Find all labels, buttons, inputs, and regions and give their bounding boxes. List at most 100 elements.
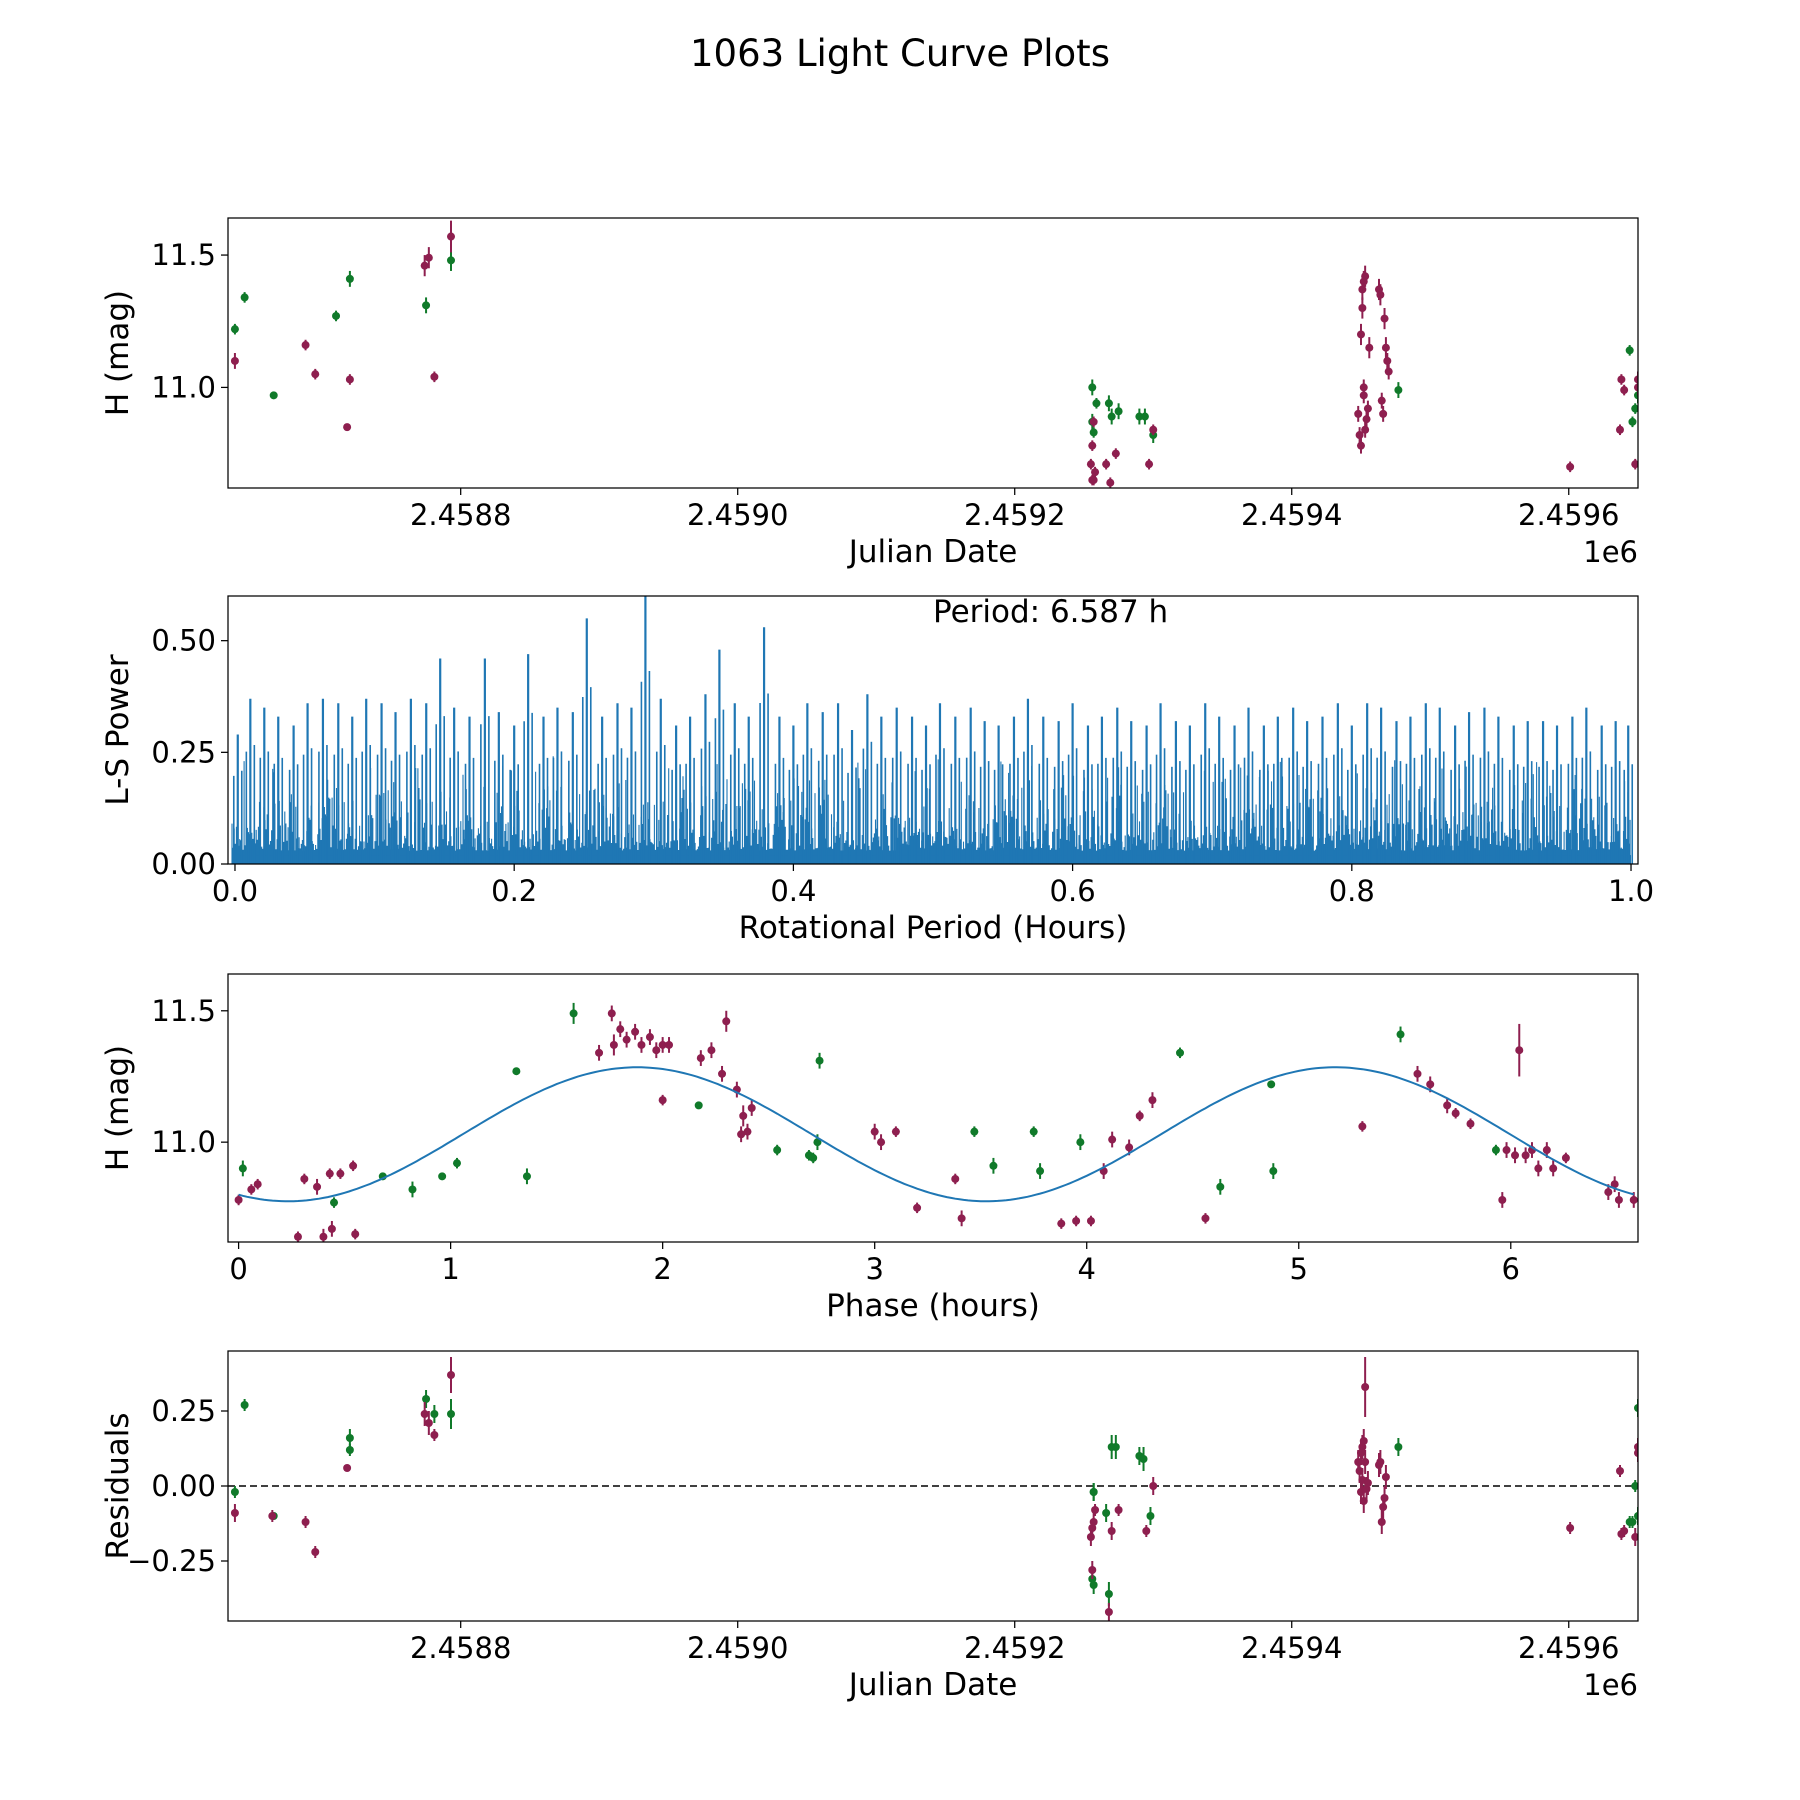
- phased-point-maroon: [349, 1161, 358, 1170]
- residuals-point-green: [345, 1434, 354, 1442]
- lightcurve-point-green: [230, 325, 239, 334]
- phased-point-maroon: [1135, 1111, 1144, 1120]
- residuals-point-green: [230, 1488, 239, 1496]
- residuals-point-maroon: [1631, 1533, 1638, 1541]
- residuals-xtick-label: 2.4594: [1241, 1631, 1342, 1665]
- phased-point-maroon: [1413, 1069, 1422, 1078]
- residuals-xlabel: Julian Date: [847, 1667, 1018, 1703]
- phased-point-maroon: [1502, 1146, 1511, 1155]
- phased-point-maroon: [645, 1033, 654, 1042]
- phased-point-maroon: [300, 1174, 309, 1183]
- lightcurve-point-maroon: [343, 423, 352, 432]
- lightcurve-point-maroon: [1106, 478, 1115, 487]
- periodogram-xtick-label: 1.0: [1608, 874, 1654, 908]
- phased-point-maroon: [351, 1230, 360, 1239]
- phased-point-green: [989, 1161, 998, 1170]
- residuals-xtick-label: 2.4592: [964, 1631, 1065, 1665]
- residuals-point-green: [446, 1410, 455, 1418]
- phased-point-maroon: [1125, 1143, 1134, 1152]
- residuals-point-green: [1102, 1509, 1111, 1517]
- lightcurve-point-green: [1631, 404, 1638, 413]
- phased-point-maroon: [1086, 1216, 1095, 1225]
- phased-point-maroon: [747, 1104, 756, 1112]
- phased-xlabel: Phase (hours): [826, 1288, 1040, 1324]
- lightcurve-point-green: [446, 256, 455, 265]
- lightcurve-ytick-label: 11.5: [151, 238, 216, 272]
- phased-point-maroon: [957, 1214, 966, 1223]
- residuals-ytick-label: 0.25: [151, 1394, 216, 1428]
- residuals-xtick-label: 2.4596: [1518, 1631, 1619, 1665]
- residuals-point-maroon: [1104, 1608, 1113, 1616]
- phased-point-green: [1269, 1167, 1278, 1176]
- phased-point-green: [1396, 1030, 1405, 1039]
- phased-point-green: [1216, 1182, 1225, 1191]
- residuals-point-green: [1111, 1443, 1120, 1451]
- lightcurve-point-maroon: [1091, 468, 1100, 477]
- periodogram-ytick-label: 0.00: [151, 847, 216, 881]
- residuals-point-green: [1089, 1488, 1098, 1496]
- lightcurve-axes-frame: [227, 217, 1639, 489]
- phased-point-maroon: [319, 1232, 328, 1241]
- lightcurve-point-maroon: [1086, 460, 1095, 469]
- residuals-panel: 2.4588 2.4590 2.4592 2.4594 2.4596 −0.25 0.00 0…: [100, 1350, 1639, 1703]
- phased-point-green: [1176, 1048, 1185, 1057]
- lightcurve-point-green: [1088, 383, 1097, 392]
- lightcurve-point-green: [240, 293, 249, 302]
- residuals-plot-area: [228, 1357, 1638, 1621]
- lightcurve-point-maroon: [1617, 375, 1626, 384]
- phased-point-green: [1029, 1127, 1038, 1136]
- lightcurve-point-maroon: [1377, 396, 1386, 405]
- residuals-point-maroon: [1361, 1383, 1370, 1391]
- phased-point-maroon: [1561, 1153, 1570, 1162]
- phased-ylabel: H (mag): [100, 1045, 136, 1171]
- phased-point-maroon: [1201, 1214, 1210, 1223]
- periodogram-ytick-label: 0.50: [151, 624, 216, 658]
- residuals-point-green: [345, 1446, 354, 1454]
- phased-xtick-label: 0: [229, 1252, 247, 1286]
- phased-point-maroon: [658, 1040, 667, 1049]
- lightcurve-plot-area: [230, 220, 1638, 488]
- periodogram-xtick-label: 0.8: [1329, 874, 1375, 908]
- phased-point-maroon: [616, 1025, 625, 1034]
- lightcurve-point-maroon: [1380, 314, 1389, 323]
- phased-point-green: [813, 1138, 822, 1147]
- phased-point-maroon: [739, 1111, 748, 1120]
- lightcurve-point-maroon: [230, 356, 239, 365]
- lightcurve-point-maroon: [1358, 304, 1367, 312]
- residuals-point-maroon: [1088, 1566, 1097, 1574]
- residuals-point-green: [422, 1395, 431, 1403]
- periodogram-baseline-band: [232, 855, 1632, 864]
- phased-point-maroon: [891, 1127, 900, 1136]
- phased-point-maroon: [637, 1040, 646, 1049]
- phased-point-maroon: [1629, 1195, 1638, 1204]
- periodogram-xtick-label: 0.2: [491, 874, 537, 908]
- residuals-point-maroon: [1377, 1518, 1386, 1526]
- phased-point-maroon: [1451, 1109, 1460, 1118]
- phased-point-green: [438, 1172, 447, 1181]
- periodogram-plot-area: [231, 596, 1634, 864]
- lightcurve-point-maroon: [1355, 431, 1364, 440]
- phased-point-green: [512, 1067, 521, 1076]
- lightcurve-ylabel: H (mag): [100, 290, 136, 416]
- residuals-point-maroon: [1089, 1518, 1098, 1526]
- residuals-point-green: [1089, 1581, 1098, 1589]
- phased-point-maroon: [718, 1069, 727, 1078]
- phased-point-maroon: [247, 1185, 256, 1194]
- periodogram-xlabel: Rotational Period (Hours): [739, 910, 1128, 946]
- residuals-point-maroon: [1361, 1458, 1370, 1466]
- residuals-point-green: [1628, 1518, 1637, 1526]
- phased-point-green: [1076, 1138, 1085, 1147]
- lightcurve-point-green: [1107, 412, 1116, 421]
- phased-point-maroon: [658, 1096, 667, 1105]
- phased-point-maroon: [913, 1203, 922, 1212]
- figure-title: 1063 Light Curve Plots: [690, 32, 1110, 75]
- residuals-point-green: [1394, 1443, 1403, 1451]
- lightcurve-point-maroon: [1111, 449, 1120, 458]
- phased-point-maroon: [951, 1174, 960, 1183]
- lightcurve-point-green: [1089, 428, 1098, 437]
- phased-point-green: [815, 1056, 824, 1065]
- residuals-point-maroon: [420, 1410, 429, 1418]
- phased-point-maroon: [722, 1017, 731, 1026]
- phased-xtick-label: 1: [441, 1252, 459, 1286]
